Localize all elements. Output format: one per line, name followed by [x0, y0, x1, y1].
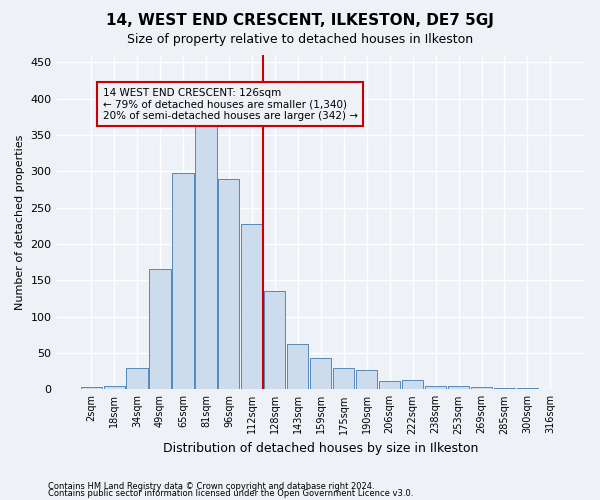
Bar: [172, 174, 194, 390]
Text: Contains HM Land Registry data © Crown copyright and database right 2024.: Contains HM Land Registry data © Crown c…: [48, 482, 374, 491]
Text: 14 WEST END CRESCENT: 126sqm
← 79% of detached houses are smaller (1,340)
20% of: 14 WEST END CRESCENT: 126sqm ← 79% of de…: [103, 88, 358, 121]
Bar: [494, 388, 515, 390]
Bar: [402, 380, 423, 390]
Bar: [379, 380, 400, 390]
Bar: [264, 291, 286, 390]
Text: Size of property relative to detached houses in Ilkeston: Size of property relative to detached ho…: [127, 32, 473, 46]
Text: Contains public sector information licensed under the Open Government Licence v3: Contains public sector information licen…: [48, 490, 413, 498]
Bar: [448, 386, 469, 390]
Bar: [80, 387, 101, 390]
X-axis label: Distribution of detached houses by size in Ilkeston: Distribution of detached houses by size …: [163, 442, 478, 455]
Bar: [127, 368, 148, 390]
Bar: [517, 388, 538, 390]
Bar: [471, 387, 492, 390]
Bar: [333, 368, 354, 390]
Bar: [540, 388, 561, 390]
Bar: [218, 178, 239, 390]
Bar: [356, 370, 377, 390]
Bar: [287, 344, 308, 390]
Bar: [196, 122, 217, 390]
Bar: [425, 386, 446, 390]
Text: 14, WEST END CRESCENT, ILKESTON, DE7 5GJ: 14, WEST END CRESCENT, ILKESTON, DE7 5GJ: [106, 12, 494, 28]
Bar: [149, 270, 170, 390]
Y-axis label: Number of detached properties: Number of detached properties: [15, 134, 25, 310]
Bar: [241, 224, 262, 390]
Bar: [310, 358, 331, 390]
Bar: [104, 386, 125, 390]
